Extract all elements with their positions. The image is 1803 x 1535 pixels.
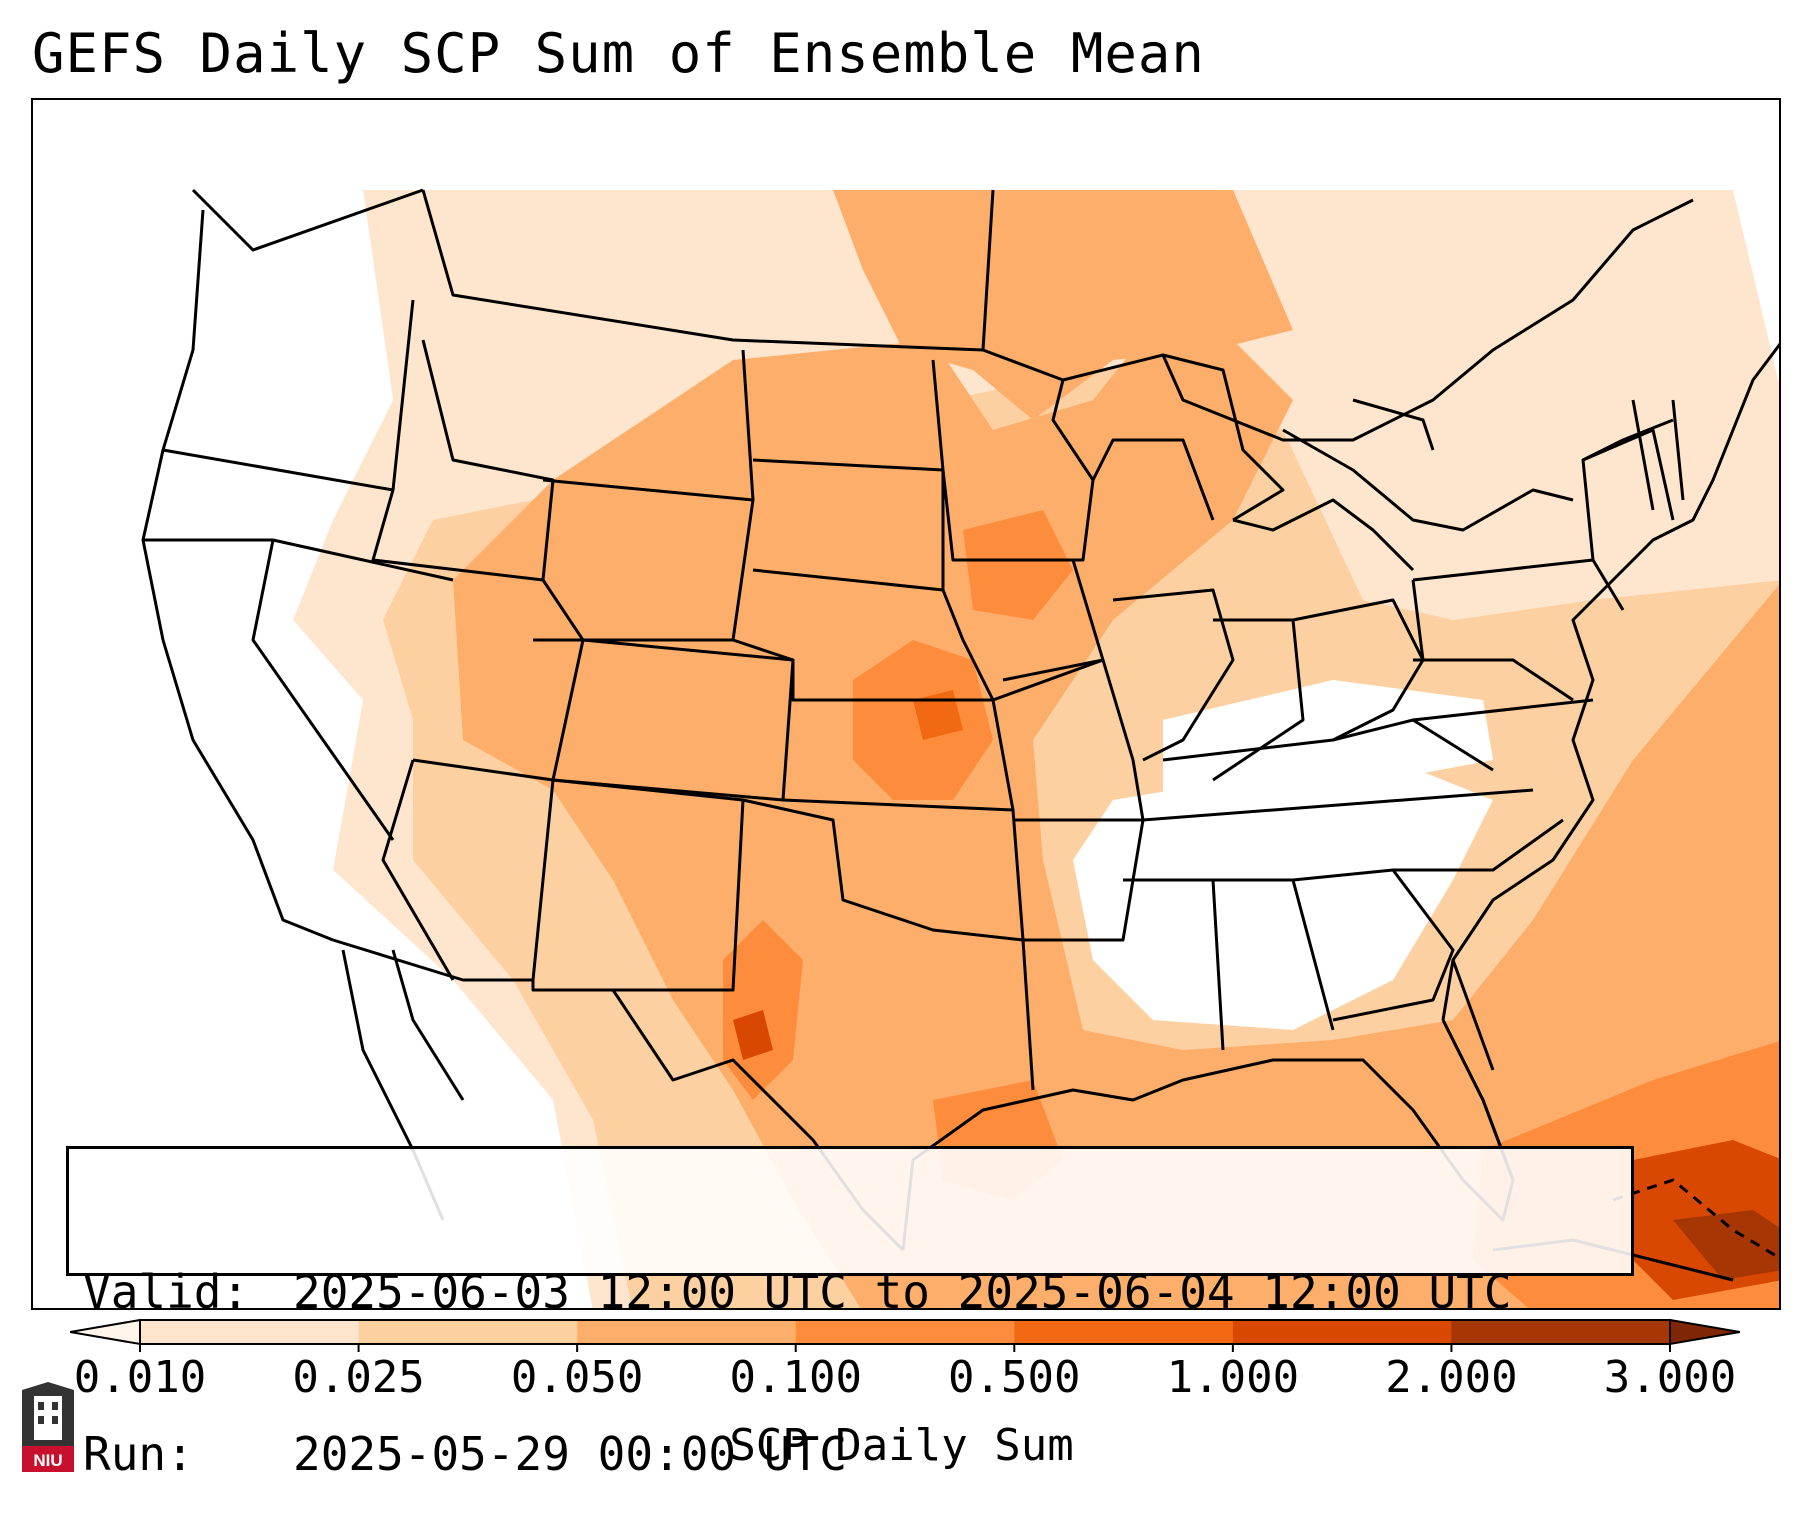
canada-border-east <box>982 198 1694 442</box>
colorbar-tick-label: 0.050 <box>510 1352 644 1403</box>
colorbar-segment <box>140 1320 360 1344</box>
colorbar-tick-label: 2.000 <box>1385 1352 1518 1403</box>
kansas <box>782 698 1015 812</box>
shade-upper-midwest <box>833 190 1293 420</box>
map-panel <box>31 98 1781 1310</box>
idaho <box>371 339 555 582</box>
or-ca-nv <box>143 538 454 841</box>
run-line: Run: 2025-05-29 00:00 UTC <box>83 1427 1617 1481</box>
east-coast <box>1441 342 1779 1021</box>
colorbar-tick-labels: 0.010 0.025 0.050 0.100 0.500 1.000 2.000 3.000 <box>0 1352 1803 1412</box>
tennessee-ky <box>1142 718 1534 822</box>
colorbar-segment <box>1232 1320 1452 1344</box>
valid-line: Valid: 2025-06-03 12:00 UTC to 2025-06-04… <box>83 1265 1617 1319</box>
map-canvas <box>33 188 1779 1308</box>
carolinas-va <box>1393 658 1594 872</box>
colorbar-segment <box>577 1320 797 1344</box>
valid-run-info-box: Valid: 2025-06-03 12:00 UTC to 2025-06-04… <box>66 1146 1634 1481</box>
colorbar-outline <box>139 1319 1671 1345</box>
logo-banner <box>22 1446 74 1472</box>
valid-label: Valid: <box>83 1265 250 1319</box>
colorbar-tick-label: 0.100 <box>729 1352 862 1403</box>
wisconsin-illinois <box>1091 438 1235 762</box>
colorbar-tick-label: 0.500 <box>948 1352 1081 1403</box>
valid-value: 2025-06-03 12:00 UTC to 2025-06-04 12:00… <box>293 1265 1512 1319</box>
shade-white-westcoast <box>33 190 593 1308</box>
niu-logo: NIU <box>22 1382 74 1472</box>
colorbar-tick-label: 0.010 <box>73 1352 207 1403</box>
shade-darkest-caribbean <box>1673 1210 1779 1280</box>
colorbar-tick-label: 3.000 <box>1603 1352 1737 1403</box>
ms-al-ga <box>1123 868 1455 1051</box>
shade-dark-texas <box>733 1010 773 1060</box>
colorbar-segment <box>795 1320 1015 1344</box>
colorbar-segment <box>358 1320 578 1344</box>
colorbar-tick-label: 1.000 <box>1166 1352 1300 1403</box>
az-nm <box>381 759 745 992</box>
colorbar-tick-label: 0.025 <box>292 1352 425 1403</box>
run-label: Run: <box>83 1427 194 1481</box>
west-coast <box>141 209 334 942</box>
logo-text: NIU <box>33 1451 62 1470</box>
scp-shading <box>33 190 1779 1308</box>
pa-ny <box>1411 428 1675 661</box>
new-england <box>1582 399 1685 511</box>
run-value: 2025-05-29 00:00 UTC <box>293 1427 847 1481</box>
colorbar-segment <box>1451 1320 1671 1344</box>
shade-white-southeast <box>1073 760 1493 1030</box>
ut-co <box>412 579 795 802</box>
colorbar <box>70 1318 1740 1352</box>
great-lakes <box>1162 353 1574 572</box>
shade-orange-iowa <box>963 510 1073 620</box>
bahamas <box>1612 1178 1779 1260</box>
colorbar-segment <box>1014 1320 1234 1344</box>
colorbar-extend-max <box>1669 1318 1740 1346</box>
map-title: GEFS Daily SCP Sum of Ensemble Mean <box>32 22 1205 85</box>
colorbar-label: SCP Daily Sum <box>729 1420 1074 1471</box>
missouri-ark <box>1002 658 1145 942</box>
shade-dark-kansas <box>913 690 963 740</box>
us-canada-border <box>191 188 995 352</box>
colorbar-extend-min <box>70 1318 141 1346</box>
oklahoma-texas <box>742 798 1035 1091</box>
